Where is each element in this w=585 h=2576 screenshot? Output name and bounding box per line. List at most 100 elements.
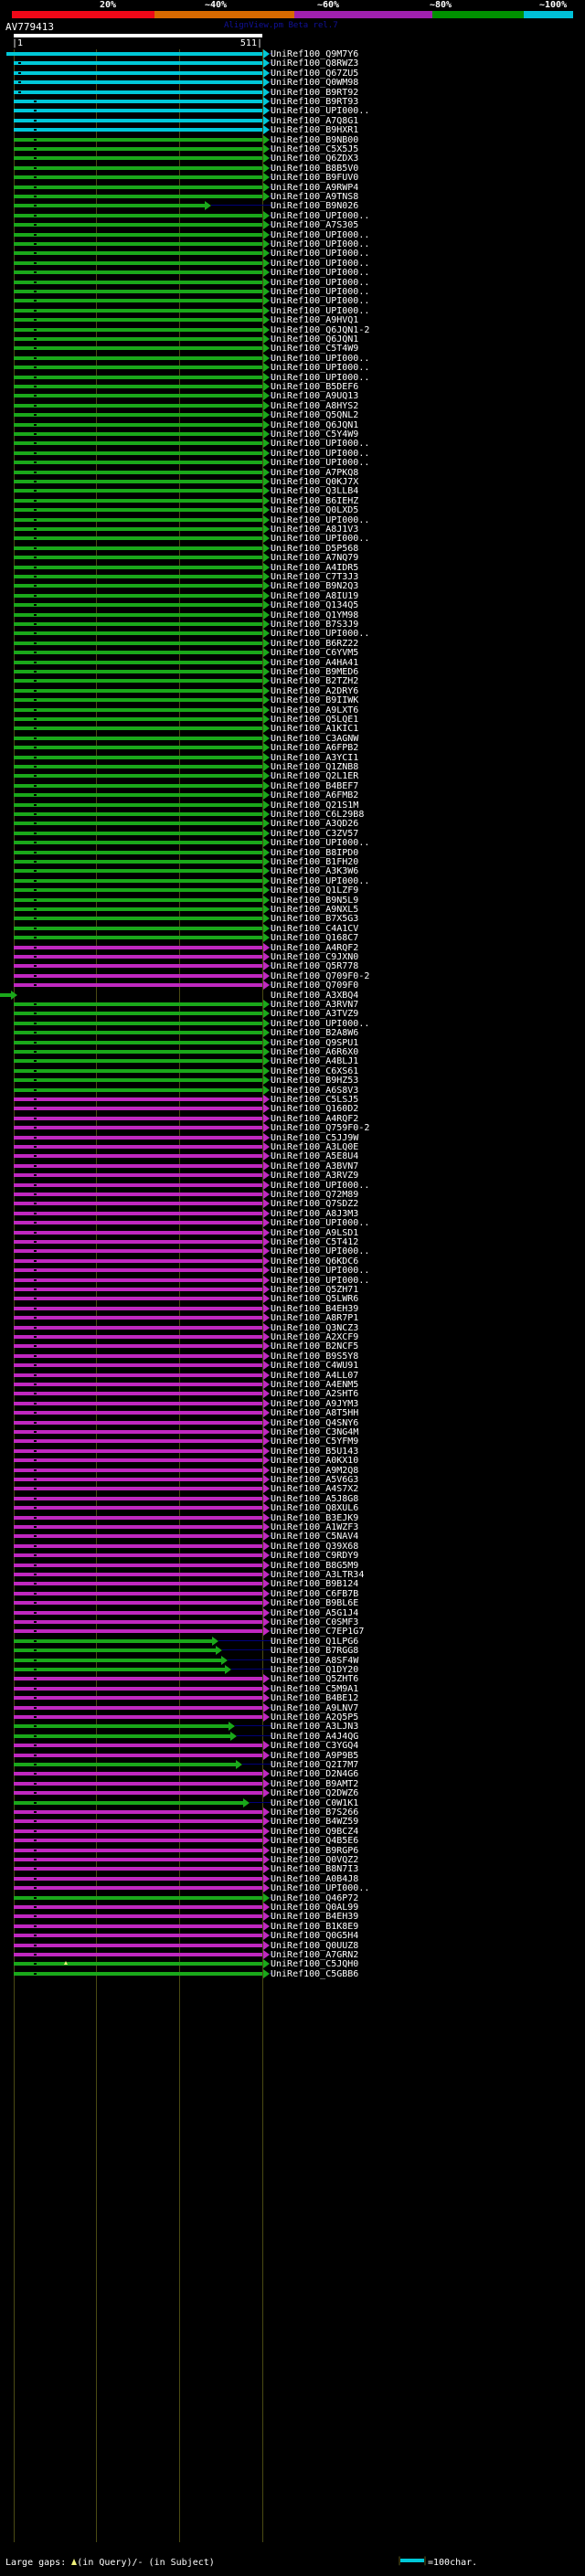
hsp-bar[interactable] bbox=[14, 1886, 262, 1891]
hit-row[interactable]: UniRef100_A3BVN7 bbox=[0, 1161, 585, 1171]
hit-label[interactable]: UniRef100_Q1LPG6 bbox=[271, 1636, 359, 1647]
hsp-bar[interactable] bbox=[14, 480, 262, 483]
hit-row[interactable]: UniRef100_Q759F0-2 bbox=[0, 1123, 585, 1133]
hsp-bar[interactable] bbox=[14, 1430, 262, 1434]
hit-row[interactable]: UniRef100_C3ZV57 bbox=[0, 828, 585, 839]
hit-label[interactable]: UniRef100_A7GRN2 bbox=[271, 1950, 359, 1960]
hit-label[interactable]: UniRef100_A9LNV7 bbox=[271, 1702, 359, 1713]
hsp-bar[interactable] bbox=[14, 1781, 262, 1786]
hit-label[interactable]: UniRef100_Q2I7M7 bbox=[271, 1760, 359, 1770]
hit-label[interactable]: UniRef100_B9RGP6 bbox=[271, 1845, 359, 1856]
hsp-bar[interactable] bbox=[14, 280, 262, 284]
hsp-bar[interactable] bbox=[14, 603, 262, 608]
hsp-bar[interactable] bbox=[14, 1478, 262, 1481]
hsp-bar[interactable] bbox=[14, 1810, 262, 1814]
hit-row[interactable]: UniRef100_UPI000.. bbox=[0, 249, 585, 259]
hit-label[interactable]: UniRef100_UPI000.. bbox=[271, 1246, 370, 1257]
hit-label[interactable]: UniRef100_Q0KJ7X bbox=[271, 477, 359, 487]
hit-label[interactable]: UniRef100_B9FUV0 bbox=[271, 173, 359, 184]
hit-row[interactable]: UniRef100_A4HA41 bbox=[0, 657, 585, 668]
hsp-bar[interactable] bbox=[14, 1154, 262, 1159]
hit-label[interactable]: UniRef100_B8B5V0 bbox=[271, 163, 359, 174]
hit-label[interactable]: UniRef100_A3LQ0E bbox=[271, 1142, 359, 1152]
hit-row[interactable]: UniRef100_Q8RWZ3 bbox=[0, 58, 585, 69]
hsp-bar[interactable] bbox=[14, 422, 262, 427]
hit-label[interactable]: UniRef100_C0W1K1 bbox=[271, 1797, 359, 1808]
hit-label[interactable]: UniRef100_C5Y4W9 bbox=[271, 429, 359, 440]
hit-label[interactable]: UniRef100_A6FPB2 bbox=[271, 743, 359, 754]
hsp-bar[interactable] bbox=[14, 1420, 262, 1425]
hsp-bar[interactable] bbox=[14, 1858, 262, 1861]
hit-row[interactable]: UniRef100_C5M9A1 bbox=[0, 1683, 585, 1694]
hit-row[interactable]: UniRef100_UPI000.. bbox=[0, 838, 585, 849]
hsp-bar[interactable] bbox=[14, 1126, 262, 1130]
hsp-bar[interactable] bbox=[14, 546, 262, 550]
hit-row[interactable]: UniRef100_C3NG4M bbox=[0, 1427, 585, 1437]
hit-row[interactable]: UniRef100_Q72M89 bbox=[0, 1190, 585, 1200]
hsp-bar[interactable] bbox=[14, 1316, 262, 1320]
hit-row[interactable]: UniRef100_Q1LZF9 bbox=[0, 885, 585, 896]
hsp-bar[interactable] bbox=[14, 232, 262, 237]
hit-row[interactable]: UniRef100_Q4B5E6 bbox=[0, 1836, 585, 1846]
hit-row[interactable]: UniRef100_C7T3J3 bbox=[0, 572, 585, 582]
hsp-bar[interactable] bbox=[14, 897, 262, 902]
hsp-bar[interactable] bbox=[14, 755, 262, 759]
hsp-bar[interactable] bbox=[14, 1705, 262, 1710]
hsp-bar[interactable] bbox=[14, 917, 262, 921]
hsp-bar[interactable] bbox=[14, 498, 262, 503]
hit-row[interactable]: UniRef100_Q9SPU1 bbox=[0, 1037, 585, 1048]
hsp-bar[interactable] bbox=[14, 1059, 262, 1064]
hit-row[interactable]: UniRef100_B7S3J9 bbox=[0, 620, 585, 630]
hit-row[interactable]: UniRef100_A4RQF2 bbox=[0, 942, 585, 953]
hit-label[interactable]: UniRef100_D5P568 bbox=[271, 543, 359, 554]
hit-label[interactable]: UniRef100_C6L29B8 bbox=[271, 810, 365, 820]
hit-label[interactable]: UniRef100_UPI000.. bbox=[271, 838, 370, 849]
hit-row[interactable]: UniRef100_A4RQF2 bbox=[0, 1113, 585, 1124]
hit-row[interactable]: UniRef100_Q3NCZ3 bbox=[0, 1322, 585, 1333]
hsp-bar[interactable] bbox=[14, 1040, 262, 1044]
hit-row[interactable]: UniRef100_B1FH20 bbox=[0, 857, 585, 867]
hit-label[interactable]: UniRef100_A9NXL5 bbox=[271, 905, 359, 915]
hit-label[interactable]: UniRef100_B9HZ53 bbox=[271, 1076, 359, 1087]
hsp-bar[interactable] bbox=[14, 1145, 262, 1149]
hsp-bar[interactable] bbox=[14, 1733, 230, 1738]
hsp-bar[interactable] bbox=[6, 52, 262, 56]
hit-row[interactable]: UniRef100_B5U143 bbox=[0, 1446, 585, 1457]
hit-row[interactable]: UniRef100_B9RT92 bbox=[0, 87, 585, 98]
hit-row[interactable]: UniRef100_UPI000.. bbox=[0, 1275, 585, 1286]
hsp-bar[interactable] bbox=[14, 536, 262, 541]
hit-label[interactable]: UniRef100_B9HXR1 bbox=[271, 125, 359, 136]
hit-row[interactable]: UniRef100_Q5LQE1 bbox=[0, 715, 585, 725]
hit-row[interactable]: UniRef100_B7RGG8 bbox=[0, 1646, 585, 1656]
hit-row[interactable]: UniRef100_C6L29B8 bbox=[0, 810, 585, 820]
hsp-bar[interactable] bbox=[14, 1249, 262, 1254]
hsp-bar[interactable] bbox=[14, 593, 262, 598]
hit-label[interactable]: UniRef100_UPI000.. bbox=[271, 106, 370, 117]
hit-label[interactable]: UniRef100_C3YGQ4 bbox=[271, 1741, 359, 1752]
hit-row[interactable]: UniRef100_A3LTR34 bbox=[0, 1570, 585, 1580]
hit-row[interactable]: UniRef100_B2NCF5 bbox=[0, 1341, 585, 1352]
hit-label[interactable]: UniRef100_A4S7X2 bbox=[271, 1484, 359, 1495]
hit-row[interactable]: UniRef100_C3AGNW bbox=[0, 733, 585, 744]
hit-label[interactable]: UniRef100_UPI000.. bbox=[271, 372, 370, 383]
hit-row[interactable]: UniRef100_A9P9B5 bbox=[0, 1750, 585, 1761]
hsp-bar[interactable] bbox=[14, 1439, 262, 1444]
hsp-bar[interactable] bbox=[14, 441, 262, 446]
hit-label[interactable]: UniRef100_A5E8U4 bbox=[271, 1151, 359, 1162]
hit-row[interactable]: UniRef100_Q6JQN1-2 bbox=[0, 324, 585, 335]
hit-row[interactable]: UniRef100_B4EH39 bbox=[0, 1912, 585, 1922]
hit-label[interactable]: UniRef100_Q0AL99 bbox=[271, 1903, 359, 1913]
hsp-bar[interactable] bbox=[14, 470, 262, 474]
hit-label[interactable]: UniRef100_UPI000.. bbox=[271, 439, 370, 450]
hsp-bar[interactable] bbox=[14, 1353, 262, 1358]
hit-row[interactable]: UniRef100_UPI000.. bbox=[0, 1218, 585, 1228]
hit-row[interactable]: UniRef100_B4EH39 bbox=[0, 1303, 585, 1314]
hit-row[interactable]: UniRef100_C5T412 bbox=[0, 1237, 585, 1247]
hsp-bar[interactable] bbox=[14, 641, 262, 645]
hsp-bar[interactable] bbox=[14, 1610, 262, 1615]
hit-label[interactable]: UniRef100_Q6JQN1 bbox=[271, 419, 359, 430]
hit-row[interactable]: UniRef100_UPI000.. bbox=[0, 448, 585, 459]
hsp-bar[interactable] bbox=[14, 1895, 262, 1900]
hit-label[interactable]: UniRef100_Q3LLB4 bbox=[271, 486, 359, 497]
hit-row[interactable]: UniRef100_Q7SDZ2 bbox=[0, 1199, 585, 1209]
